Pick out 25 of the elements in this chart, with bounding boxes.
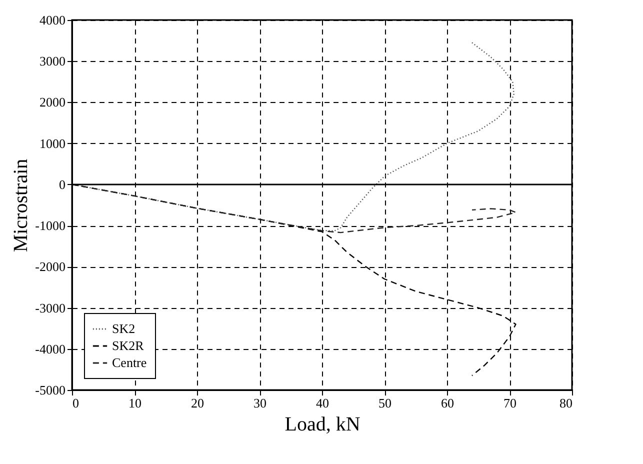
y-tick-label: -3000 [35, 300, 66, 316]
y-tick-label: 4000 [40, 12, 66, 28]
y-tick-label: 3000 [40, 54, 66, 69]
x-tick-label: 50 [378, 396, 392, 410]
y-tick-label: -2000 [35, 259, 66, 274]
y-tick-label: 0 [59, 176, 66, 192]
x-tick-label: 80 [560, 396, 572, 410]
y-tick-label: -4000 [35, 341, 66, 356]
y-tick-label: 1000 [40, 136, 66, 151]
x-tick-label: 10 [128, 396, 142, 410]
x-tick-label: 60 [441, 396, 454, 410]
x-tick-label: 30 [254, 396, 266, 410]
x-axis-title: Load, kN [284, 414, 360, 436]
y-tick-label: -5000 [35, 382, 66, 398]
legend-label: SK2 [112, 321, 136, 336]
y-axis-title: Microstrain [10, 158, 32, 252]
x-tick-label: 40 [316, 396, 329, 410]
line-series [71, 184, 516, 234]
x-tick-label: 70 [504, 396, 516, 410]
y-tick-label: 2000 [40, 94, 66, 110]
x-tick-label: 0 [72, 396, 79, 410]
y-tick-label: -1000 [35, 218, 66, 234]
x-tick-label: 20 [191, 396, 204, 410]
legend-label: SK2R [112, 338, 144, 353]
legend-label: Centre [112, 355, 147, 370]
